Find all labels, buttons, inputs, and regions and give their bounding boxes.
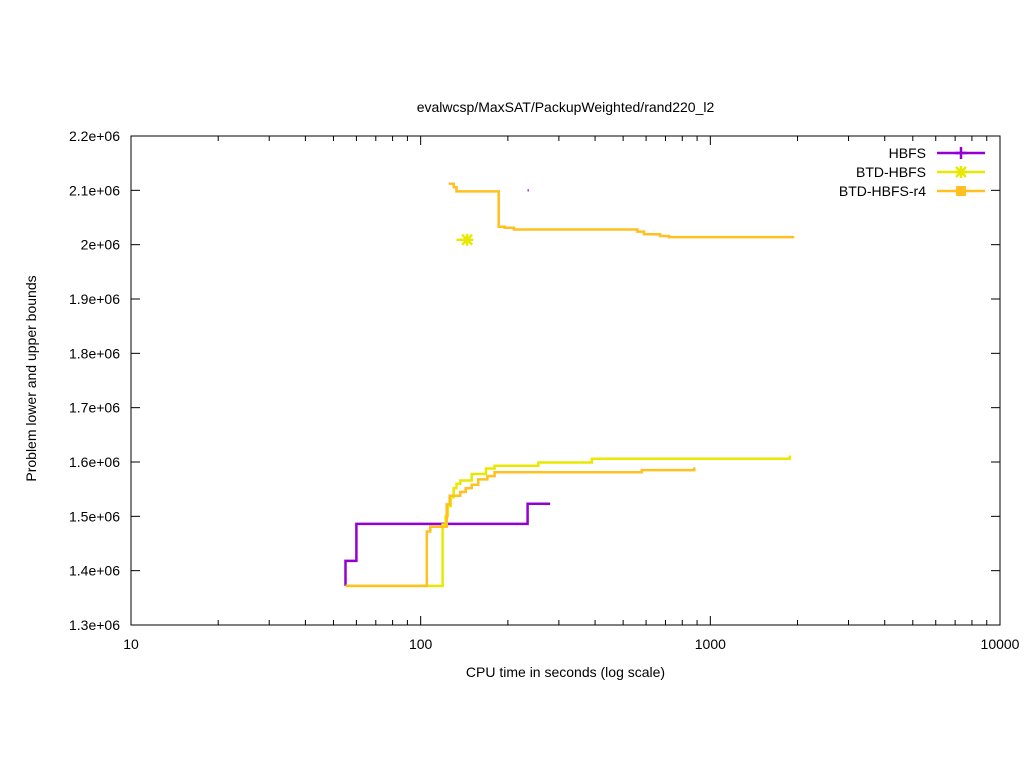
y-tick-label: 1.6e+06 xyxy=(69,454,120,470)
legend: HBFS BTD-HBFS BTD-HBFS-r4 xyxy=(839,145,985,199)
legend-marker-3 xyxy=(956,186,966,196)
y-axis-label: Problem lower and upper bounds xyxy=(23,275,39,481)
series-3-upper-line xyxy=(448,182,795,239)
x-tick-label: 100 xyxy=(409,636,433,652)
x-axis: 10 100 1000 10000 xyxy=(123,136,1020,652)
x-tick-label: 1000 xyxy=(695,636,726,652)
legend-marker-2 xyxy=(955,166,967,178)
legend-label-2: BTD-HBFS xyxy=(856,164,926,180)
y-tick-label: 2.1e+06 xyxy=(69,182,120,198)
series-3-lower-line xyxy=(345,467,696,588)
series-1-lower-line xyxy=(344,502,551,586)
y-tick-label: 1.9e+06 xyxy=(69,291,120,307)
y-tick-label: 1.4e+06 xyxy=(69,563,120,579)
y-tick-label: 2.2e+06 xyxy=(69,128,120,144)
series-2-marker xyxy=(461,233,474,246)
plot-frame xyxy=(130,135,1001,626)
y-tick-label: 2e+06 xyxy=(81,237,121,253)
plot-area xyxy=(344,182,795,588)
series-2-lower-line xyxy=(345,455,791,588)
legend-marker-1 xyxy=(955,147,967,159)
y-tick-label: 1.3e+06 xyxy=(69,617,120,633)
y-tick-label: 1.5e+06 xyxy=(69,508,120,524)
y-tick-label: 1.8e+06 xyxy=(69,345,120,361)
legend-label-3: BTD-HBFS-r4 xyxy=(839,183,926,199)
x-axis-label: CPU time in seconds (log scale) xyxy=(466,664,665,680)
y-tick-label: 1.7e+06 xyxy=(69,400,120,416)
y-axis: 1.3e+06 1.4e+06 1.5e+06 1.6e+06 1.7e+06 1.8e+… xyxy=(69,128,1000,633)
legend-label-1: HBFS xyxy=(889,145,926,161)
x-tick-label: 10 xyxy=(123,636,139,652)
chart-title: evalwcsp/MaxSAT/PackupWeighted/rand220_l… xyxy=(417,99,715,115)
x-tick-label: 10000 xyxy=(981,636,1020,652)
